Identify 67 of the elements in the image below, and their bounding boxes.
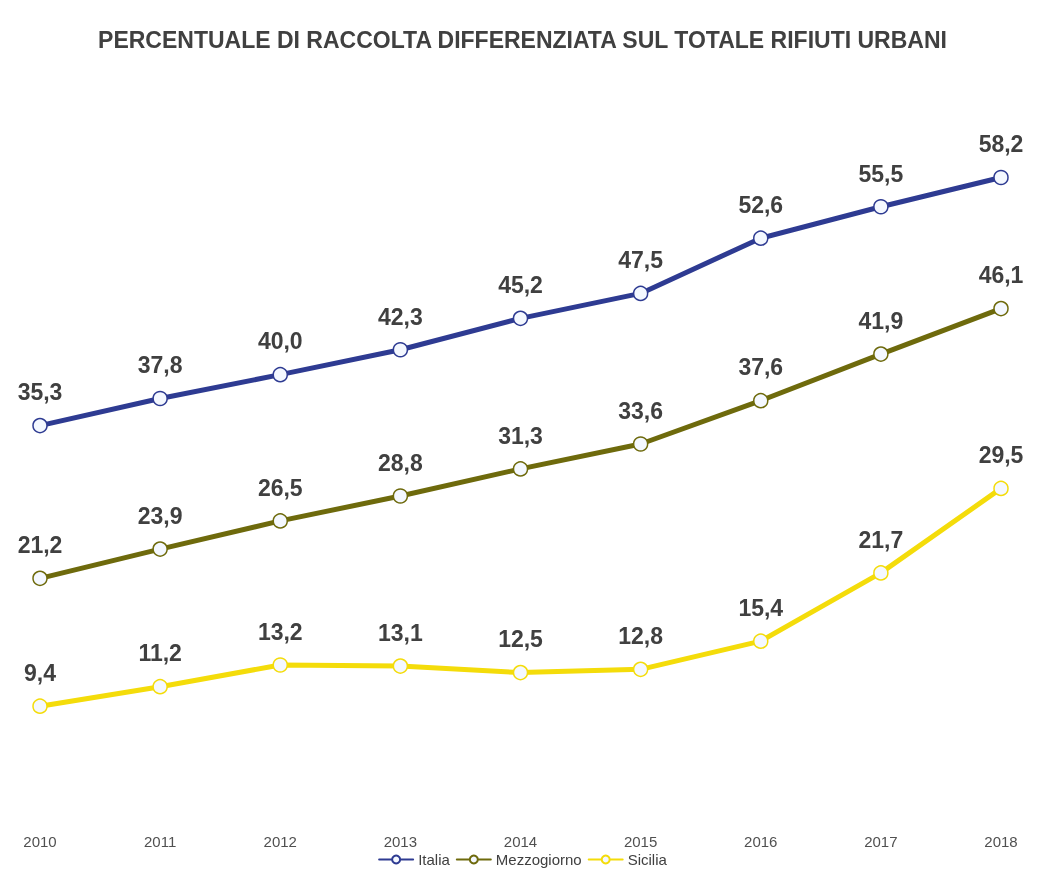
data-label: 21,7 — [858, 526, 904, 553]
point — [272, 657, 288, 673]
point — [632, 285, 649, 302]
point — [272, 366, 288, 383]
point — [632, 436, 649, 452]
x-tick-label: 2011 — [143, 833, 177, 850]
data-label: 42,3 — [377, 303, 423, 330]
point — [32, 698, 48, 714]
x-tick-label: 2016 — [744, 833, 778, 850]
legend-label: Mezzogiorno — [495, 851, 582, 868]
data-label: 45,2 — [498, 272, 543, 299]
data-label: 13,2 — [257, 618, 303, 645]
point — [512, 461, 529, 477]
data-label: 55,5 — [858, 160, 904, 187]
x-tick-label: 2017 — [864, 833, 898, 850]
data-label: 23,9 — [137, 502, 183, 529]
point — [993, 300, 1009, 317]
data-label: 13,1 — [377, 619, 423, 646]
x-tick-label: 2013 — [383, 833, 418, 850]
data-label: 37,6 — [738, 354, 784, 381]
point — [753, 633, 769, 649]
data-label: 40,0 — [257, 328, 303, 355]
point — [392, 342, 409, 358]
legend-label: Italia — [418, 851, 451, 868]
data-label: 12,5 — [498, 626, 544, 653]
data-label: 47,5 — [618, 247, 664, 274]
data-label: 31,3 — [498, 422, 543, 449]
point — [392, 658, 409, 674]
point — [512, 664, 529, 681]
data-label: 41,9 — [858, 307, 904, 334]
point — [873, 199, 889, 215]
x-tick-label: 2010 — [23, 833, 57, 850]
data-label: 26,5 — [257, 474, 303, 501]
point — [993, 480, 1009, 497]
point — [632, 661, 649, 678]
x-tick-label: 2018 — [984, 833, 1018, 850]
data-label: 28,8 — [377, 449, 423, 476]
data-label: 21,2 — [17, 532, 63, 559]
data-label: 46,1 — [978, 262, 1024, 289]
point — [873, 565, 889, 581]
x-tick-label: 2014 — [503, 833, 538, 850]
legend-label: Sicilia — [627, 851, 668, 868]
data-label: 15,4 — [738, 594, 784, 621]
data-label: 37,8 — [137, 352, 183, 379]
point — [873, 346, 889, 362]
data-label: 12,8 — [618, 623, 664, 650]
point — [512, 310, 529, 327]
data-label: 52,6 — [738, 191, 784, 218]
chart-title: PERCENTUALE DI RACCOLTA DIFFERENZIATA SUL TOTALE RIFIUTI URBANI — [98, 27, 947, 53]
point — [272, 513, 288, 529]
point — [753, 392, 769, 409]
point — [392, 488, 409, 504]
data-label: 35,3 — [17, 379, 63, 406]
data-label: 33,6 — [618, 397, 664, 424]
data-label: 9,4 — [24, 659, 57, 686]
data-label: 11,2 — [138, 640, 182, 667]
data-label: 29,5 — [978, 442, 1024, 469]
x-tick-label: 2012 — [263, 833, 297, 850]
point — [993, 169, 1009, 186]
point — [753, 230, 769, 246]
point — [32, 570, 48, 587]
point — [152, 678, 168, 695]
x-tick-label: 2015 — [623, 833, 658, 850]
point — [32, 417, 48, 434]
point — [152, 390, 168, 407]
point — [152, 541, 168, 557]
data-label: 58,2 — [978, 131, 1024, 158]
